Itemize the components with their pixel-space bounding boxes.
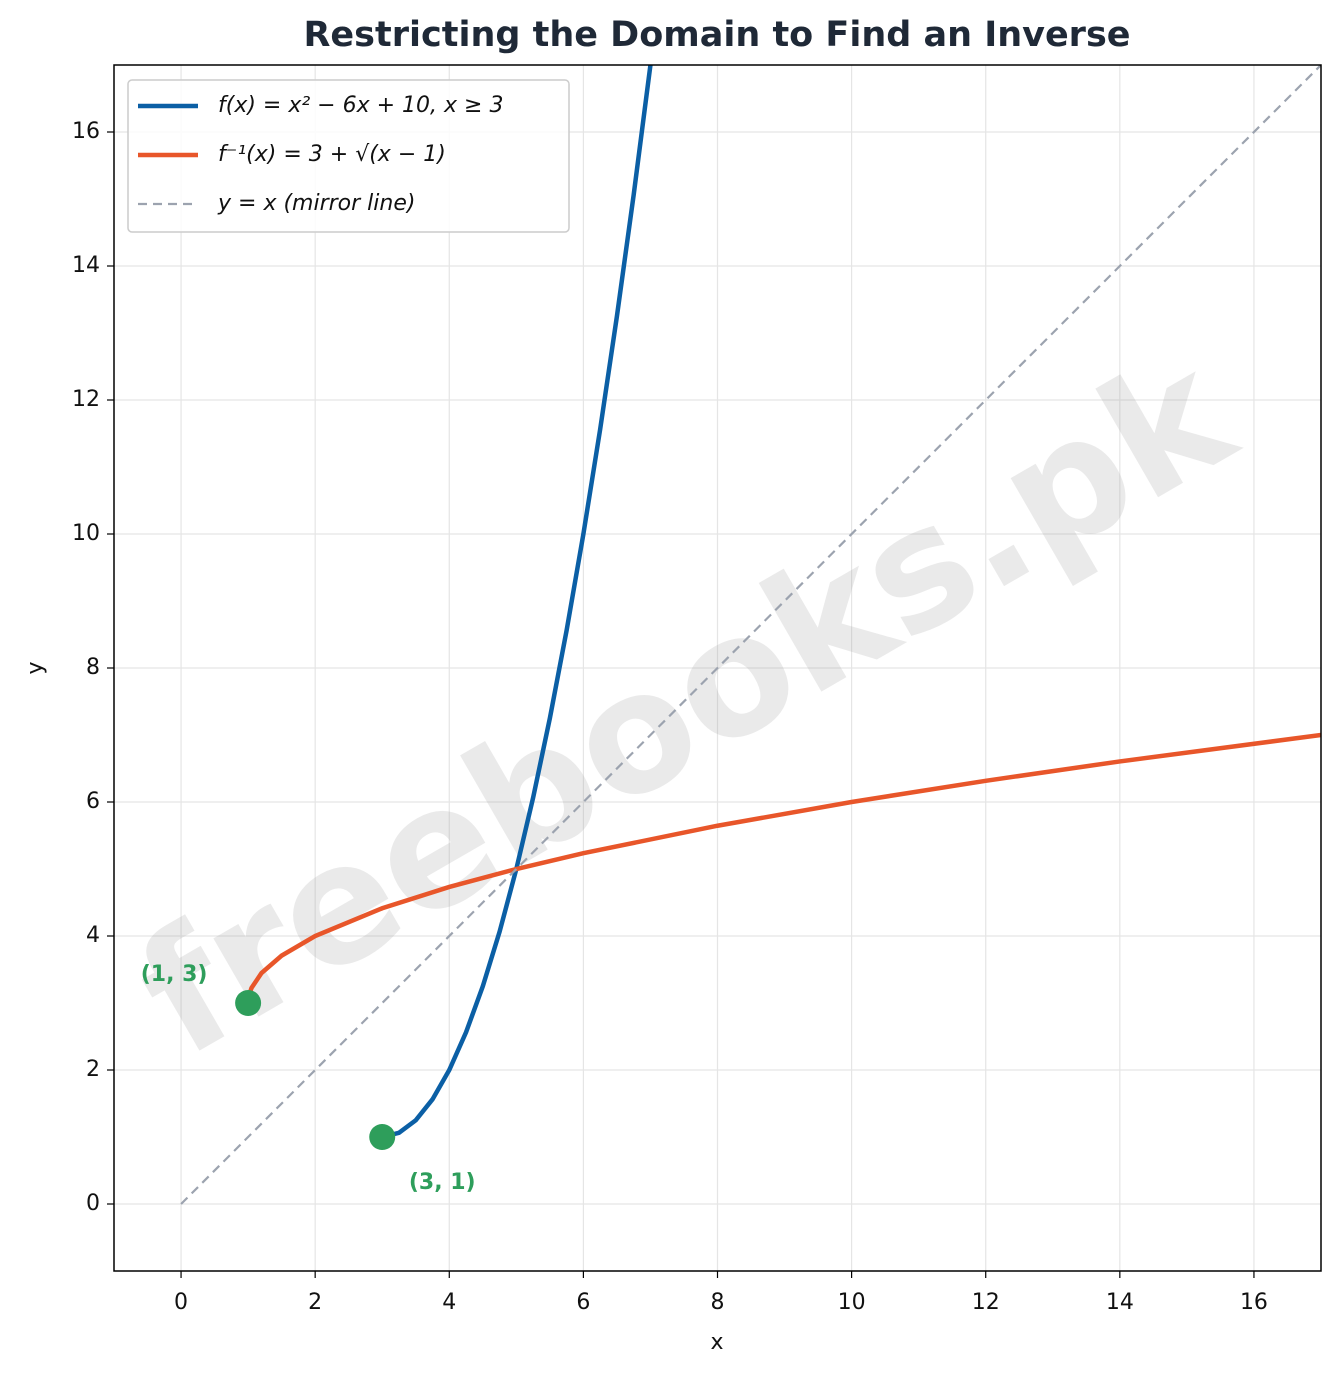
legend-label: y = x (mirror line) bbox=[217, 191, 415, 216]
y-tick-label: 0 bbox=[86, 1191, 100, 1216]
y-tick-label: 12 bbox=[72, 387, 100, 412]
point bbox=[235, 990, 262, 1016]
x-tick-label: 8 bbox=[711, 1290, 725, 1315]
legend-label: f⁻¹(x) = 3 + √(x − 1) bbox=[218, 142, 446, 167]
y-tick-label: 8 bbox=[86, 655, 100, 680]
chart-title: Restricting the Domain to Find an Invers… bbox=[303, 15, 1130, 55]
x-tick-label: 0 bbox=[174, 1290, 188, 1315]
y-tick-label: 4 bbox=[86, 923, 100, 948]
point-label: (1, 3) bbox=[141, 962, 208, 987]
x-tick-label: 2 bbox=[308, 1290, 322, 1315]
plot-area bbox=[180, 65, 1321, 1205]
x-tick-label: 10 bbox=[838, 1290, 866, 1315]
x-tick-label: 12 bbox=[972, 1290, 1000, 1315]
point-label: (3, 1) bbox=[409, 1170, 476, 1195]
point bbox=[369, 1124, 396, 1150]
series-line bbox=[180, 65, 1321, 1205]
y-axis-label: y bbox=[23, 661, 48, 674]
y-tick-label: 6 bbox=[86, 789, 100, 814]
watermark: freebooks.pk bbox=[108, 315, 1264, 1093]
x-tick-label: 16 bbox=[1240, 1290, 1268, 1315]
x-tick-label: 6 bbox=[576, 1290, 590, 1315]
plot-frame bbox=[113, 64, 1322, 1272]
legend-label: f(x) = x² − 6x + 10, x ≥ 3 bbox=[218, 93, 503, 118]
series-line bbox=[245, 732, 1321, 1004]
y-tick-label: 16 bbox=[72, 119, 100, 144]
y-tick-label: 10 bbox=[72, 521, 100, 546]
legend-box bbox=[127, 79, 570, 233]
x-tick-label: 14 bbox=[1106, 1290, 1134, 1315]
y-tick-label: 2 bbox=[86, 1057, 100, 1082]
x-tick-label: 4 bbox=[442, 1290, 456, 1315]
x-axis-label: x bbox=[710, 1330, 723, 1355]
y-tick-label: 14 bbox=[72, 253, 100, 278]
